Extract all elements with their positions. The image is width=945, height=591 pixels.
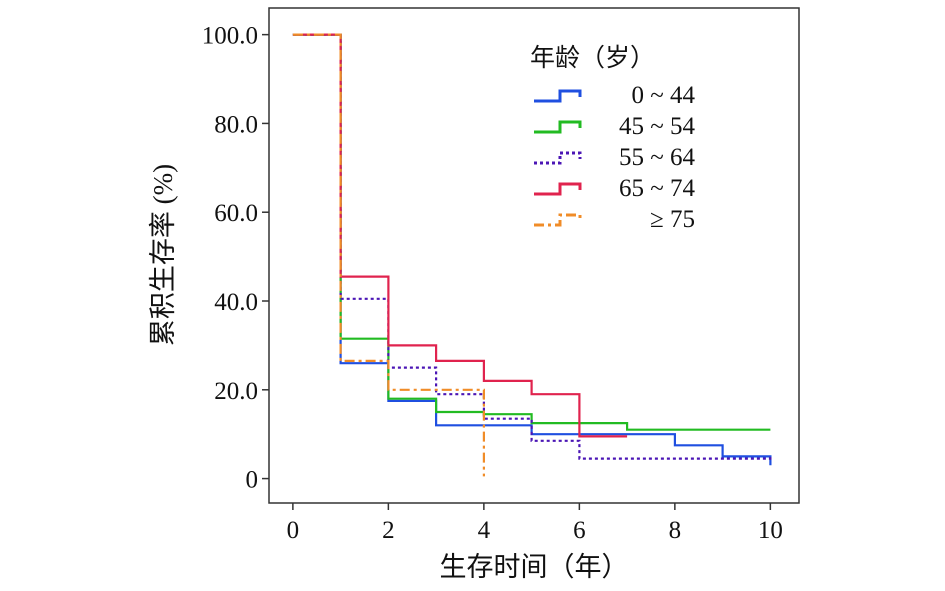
- y-tick-label: 20.0: [214, 378, 258, 405]
- legend-label-1: 45 ~ 54: [619, 113, 696, 140]
- legend-label-2: 55 ~ 64: [619, 144, 696, 171]
- x-tick-label: 8: [669, 517, 682, 544]
- y-axis-title: 累积生存率 (%): [148, 164, 178, 346]
- legend-title: 年龄（岁）: [530, 44, 655, 72]
- x-tick-label: 4: [478, 517, 491, 544]
- y-tick-label: 40.0: [214, 289, 258, 316]
- series-layer: [292, 33, 772, 477]
- axis-layer: 0 2 4 6 8 10 0 20.0 40.0 60.0 80.0 100.0: [202, 23, 783, 544]
- plot-frame: [268, 7, 800, 504]
- legend-swatch-1: [534, 120, 582, 134]
- legend-label-3: 65 ~ 74: [619, 175, 696, 202]
- legend-label-4: ≥ 75: [650, 206, 695, 233]
- x-tick-label: 0: [287, 517, 300, 544]
- series-line-4: [292, 33, 485, 477]
- y-tick-label: 60.0: [214, 200, 258, 227]
- legend-label-0: 0 ~ 44: [631, 82, 695, 109]
- legend: 年龄（岁） 0 ~ 44 45 ~ 54 55 ~ 64 65 ~ 74 ≥ 75: [530, 44, 695, 233]
- x-tick-label: 6: [573, 517, 586, 544]
- legend-swatch-2: [534, 151, 582, 165]
- legend-swatch-3: [534, 182, 582, 196]
- legend-swatch-0: [534, 89, 582, 103]
- y-tick-label: 100.0: [202, 23, 258, 50]
- y-tick-label: 80.0: [214, 111, 258, 138]
- series-line-3: [292, 33, 628, 438]
- x-tick-label: 10: [758, 517, 783, 544]
- x-axis-title: 生存时间（年）: [440, 552, 629, 582]
- series-line-0: [292, 33, 772, 466]
- x-tick-label: 2: [382, 517, 395, 544]
- series-line-2: [292, 33, 772, 460]
- legend-swatch-4: [534, 213, 582, 227]
- y-tick-label: 0: [246, 467, 259, 494]
- series-line-1: [292, 33, 771, 431]
